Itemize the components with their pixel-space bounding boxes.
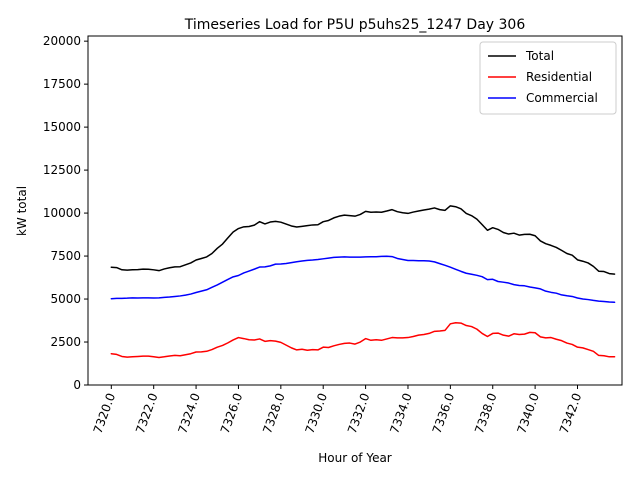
y-tick-label: 15000 (43, 120, 81, 134)
series-line-residential (110, 322, 616, 359)
series-layer (110, 205, 616, 359)
series-line-commercial (110, 255, 616, 304)
legend-label-residential: Residential (526, 70, 592, 84)
series-line-total (110, 205, 616, 275)
legend-box (479, 41, 617, 115)
y-axis-label: kW total (15, 186, 29, 236)
legend: Total Residential Commercial (479, 41, 617, 115)
y-tick-label: 0 (73, 378, 81, 392)
y-tick-label: 20000 (43, 34, 81, 48)
plot-frame (87, 35, 623, 386)
y-tick-label: 10000 (43, 206, 81, 220)
y-tick-label: 7500 (50, 249, 81, 263)
legend-label-commercial: Commercial (526, 91, 598, 105)
x-axis-label: Hour of Year (318, 451, 392, 465)
y-tick-label: 17500 (43, 77, 81, 91)
y-axis: 0 2500 5000 7500 10000 12500 15000 17500 20000 (43, 34, 88, 392)
legend-label-total: Total (525, 49, 554, 63)
y-tick-label: 2500 (50, 335, 81, 349)
y-tick-label: 5000 (50, 292, 81, 306)
chart-title: Timeseries Load for P5U p5uhs25_1247 Day… (184, 17, 526, 33)
y-tick-label: 12500 (43, 163, 81, 177)
